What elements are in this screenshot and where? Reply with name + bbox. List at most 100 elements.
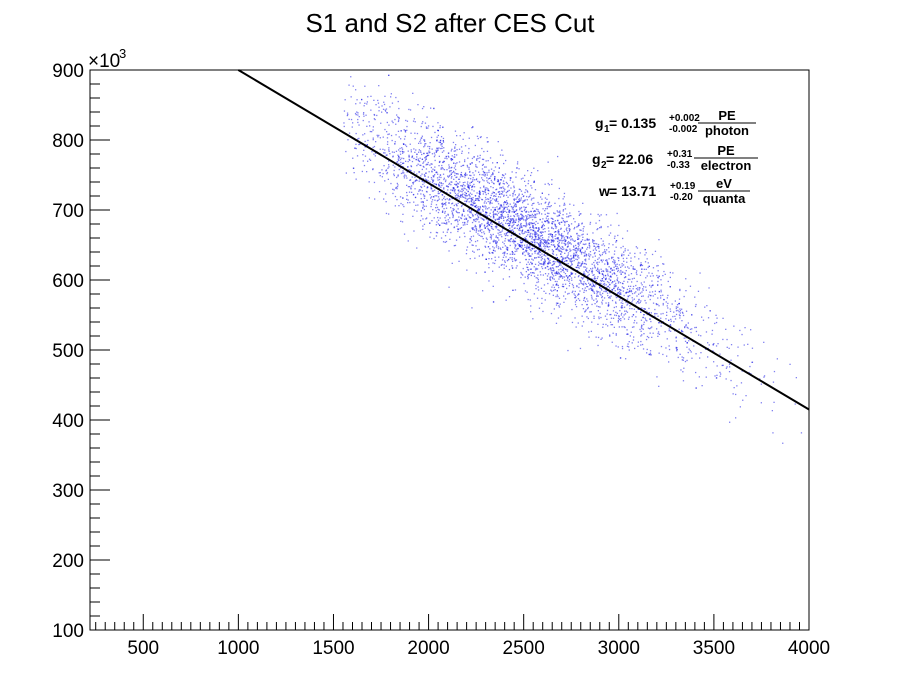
data-point (492, 228, 494, 230)
data-point (479, 136, 482, 139)
data-point (363, 164, 366, 167)
data-point (552, 251, 554, 253)
data-point (670, 320, 672, 322)
data-point (795, 377, 797, 379)
data-point (613, 253, 616, 255)
data-point (418, 180, 420, 182)
data-point (433, 152, 436, 154)
data-point (547, 259, 549, 261)
data-point (454, 165, 456, 167)
data-point (520, 241, 522, 244)
data-point (685, 325, 687, 327)
data-point (531, 229, 533, 231)
data-point (642, 295, 644, 297)
data-point (453, 171, 455, 173)
data-point (454, 195, 457, 197)
data-point (454, 244, 457, 247)
data-point (513, 198, 516, 200)
data-point (485, 211, 487, 213)
g2-upper-error: +0.31 (667, 149, 693, 160)
data-point (733, 387, 735, 389)
data-point (400, 161, 402, 164)
data-point (416, 132, 419, 135)
data-point (596, 301, 598, 303)
data-point (442, 203, 445, 205)
data-point (513, 221, 515, 223)
data-point (522, 202, 524, 204)
data-point (457, 208, 459, 210)
data-point (581, 288, 584, 290)
data-point (654, 308, 656, 311)
data-point (543, 264, 545, 266)
data-point (644, 254, 646, 256)
data-point (621, 347, 624, 350)
data-point (429, 222, 431, 224)
data-point (632, 288, 634, 290)
data-point (372, 146, 374, 149)
data-point (468, 166, 470, 169)
data-point (614, 284, 617, 286)
data-point (455, 180, 457, 183)
data-point (576, 226, 578, 228)
data-point (441, 143, 443, 145)
data-point (456, 204, 458, 206)
data-point (544, 247, 546, 249)
data-point (714, 375, 716, 377)
data-point (475, 165, 477, 168)
data-point (657, 280, 659, 283)
data-point (478, 209, 480, 211)
data-point (686, 346, 688, 348)
data-point (524, 180, 526, 182)
data-point (675, 347, 677, 349)
data-point (407, 166, 409, 168)
data-point (564, 279, 566, 281)
data-point (427, 145, 429, 148)
data-point (492, 187, 494, 189)
data-point (631, 315, 633, 318)
data-point (429, 236, 431, 238)
data-point (577, 264, 579, 267)
data-point (592, 283, 594, 285)
data-point (529, 246, 531, 248)
data-point (438, 176, 440, 178)
data-point (630, 273, 633, 275)
data-point (465, 197, 467, 200)
data-point (581, 251, 583, 253)
data-point (446, 185, 448, 187)
data-point (527, 261, 529, 263)
data-point (357, 118, 359, 121)
data-point (389, 106, 391, 108)
data-point (759, 378, 761, 380)
data-point (554, 202, 556, 204)
data-point (485, 208, 487, 210)
data-point (453, 178, 455, 180)
data-point (662, 275, 664, 277)
data-point (574, 255, 576, 257)
data-point (671, 303, 673, 305)
data-point (573, 259, 575, 262)
data-point (588, 331, 590, 333)
data-point (588, 269, 591, 272)
data-point (649, 318, 651, 320)
data-point (548, 239, 550, 242)
data-point (379, 172, 381, 174)
data-point (604, 249, 606, 251)
data-point (475, 227, 477, 229)
data-point (402, 204, 404, 206)
data-point (536, 238, 538, 241)
data-point (645, 277, 647, 279)
data-point (715, 321, 718, 324)
data-point (617, 293, 619, 295)
data-point (497, 232, 499, 234)
data-point (508, 223, 510, 225)
data-point (597, 268, 599, 271)
data-point (603, 276, 605, 279)
data-point (722, 364, 724, 366)
data-point (373, 99, 375, 101)
data-point (440, 182, 442, 185)
data-point (609, 296, 611, 298)
data-point (744, 327, 746, 329)
data-point (690, 351, 692, 353)
data-point (610, 295, 612, 297)
data-point (508, 268, 511, 271)
